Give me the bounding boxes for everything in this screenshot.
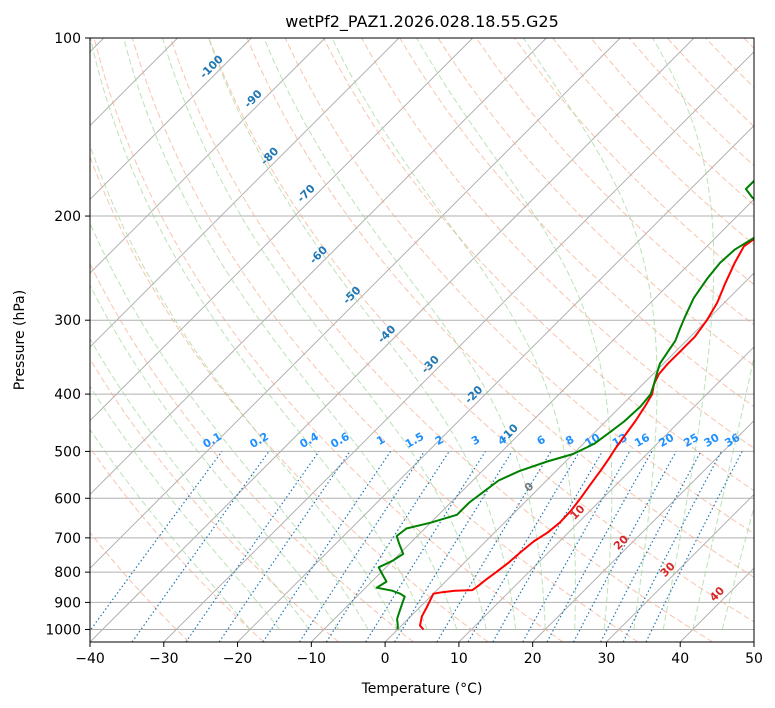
x-tick-label: 30 — [598, 651, 616, 667]
x-tick-label: 0 — [381, 651, 390, 667]
y-tick-label: 700 — [54, 531, 81, 547]
mixing-ratio-line — [546, 451, 653, 642]
isotherm-line — [384, 272, 754, 642]
mixing-ratio-line — [131, 451, 270, 642]
dry-adiabat-line — [90, 155, 489, 642]
moist-adiabat-line — [162, 38, 487, 630]
dry-adiabat-line — [208, 38, 754, 623]
moist-adiabat-line — [90, 38, 428, 630]
x-tick-label: 10 — [450, 651, 468, 667]
x-tick-label: −10 — [297, 651, 327, 667]
dry-adiabat-line — [399, 38, 754, 408]
x-tick-label: 40 — [671, 651, 689, 667]
moist-adiabat-line — [263, 38, 546, 630]
y-axis-title: Pressure (hPa) — [12, 290, 28, 390]
moist-adiabat-line — [208, 38, 517, 630]
y-tick-label: 800 — [54, 565, 81, 581]
y-tick-label: 300 — [54, 313, 81, 329]
moist-adiabat-line — [90, 144, 399, 630]
y-tick-label: 1000 — [45, 622, 81, 638]
mixing-ratio-line — [218, 451, 351, 642]
y-tick-label: 100 — [54, 31, 81, 47]
isotherm-line — [606, 493, 754, 642]
y-tick-label: 500 — [54, 444, 81, 460]
mixing-ratio-line — [185, 451, 320, 642]
moist-adiabat-line — [692, 354, 754, 630]
moist-adiabat-line — [90, 337, 310, 630]
dry-adiabat-line — [90, 358, 339, 642]
isotherm-line — [90, 38, 547, 496]
moist-adiabat-line — [652, 38, 715, 630]
y-tick-label: 200 — [54, 209, 81, 225]
moist-adiabat-line — [90, 221, 369, 630]
x-tick-label: −30 — [149, 651, 179, 667]
mixing-ratio-line — [522, 451, 631, 642]
temperature-line — [419, 237, 754, 631]
isotherm-line — [90, 38, 400, 348]
x-tick-label: 20 — [524, 651, 542, 667]
dry-adiabat-line — [90, 446, 265, 642]
moist-adiabat-line — [522, 38, 658, 630]
isotherm-line — [90, 38, 326, 274]
isotherm-line — [90, 38, 621, 569]
dry-adiabat-line — [131, 38, 639, 642]
axis-ticks: −40 −30 −20 −10 0 10 20 30 40 50 100 200 300 400 500 60… — [45, 31, 763, 667]
mixing-ratio-line — [622, 451, 722, 642]
y-tick-label: 900 — [54, 595, 81, 611]
dry-adiabat-line — [90, 262, 414, 642]
dry-adiabat-line — [170, 38, 713, 642]
dry-adiabat-line — [475, 38, 754, 326]
mixing-ratio-line — [645, 451, 743, 642]
mixing-ratio-line — [394, 451, 513, 642]
background-lines — [90, 38, 754, 642]
dry-adiabat-line — [284, 38, 754, 535]
x-tick-label: −20 — [223, 651, 253, 667]
y-tick-label: 400 — [54, 387, 81, 403]
y-tick-label: 600 — [54, 491, 81, 507]
isotherm-line — [90, 38, 474, 422]
mixing-ratio-line — [572, 451, 677, 642]
moist-adiabat-line — [123, 38, 458, 630]
dry-adiabat-line — [246, 38, 754, 578]
dry-adiabat-line — [514, 38, 754, 286]
isotherm-line — [237, 124, 754, 642]
isotherm-line — [458, 346, 754, 642]
mixing-ratio-line — [299, 451, 425, 642]
chart-title: wetPf2_PAZ1.2026.028.18.55.G25 — [285, 12, 559, 32]
moist-adiabat-line — [416, 38, 613, 630]
dry-adiabat-line — [93, 38, 564, 642]
isotherm-line — [163, 51, 754, 642]
mixing-ratio-line — [262, 451, 392, 642]
isotherm-line — [532, 419, 754, 642]
x-tick-label: −40 — [75, 651, 105, 667]
moist-adiabat-line — [331, 38, 576, 630]
dry-adiabat-line — [361, 38, 754, 449]
plot-background — [90, 38, 754, 642]
dry-adiabat-line — [90, 531, 190, 642]
moist-adiabat-line — [90, 428, 251, 630]
moist-adiabat-line — [90, 385, 280, 630]
mixing-ratio-line — [90, 451, 223, 632]
isotherm-line — [90, 38, 695, 642]
isotherm-line — [90, 38, 252, 201]
isotherm-line — [753, 641, 754, 642]
x-tick-label: 50 — [745, 651, 763, 667]
plot-frame — [89, 37, 755, 643]
mixing-ratio-line — [325, 451, 450, 642]
x-axis-title: Temperature (°C) — [361, 681, 483, 697]
